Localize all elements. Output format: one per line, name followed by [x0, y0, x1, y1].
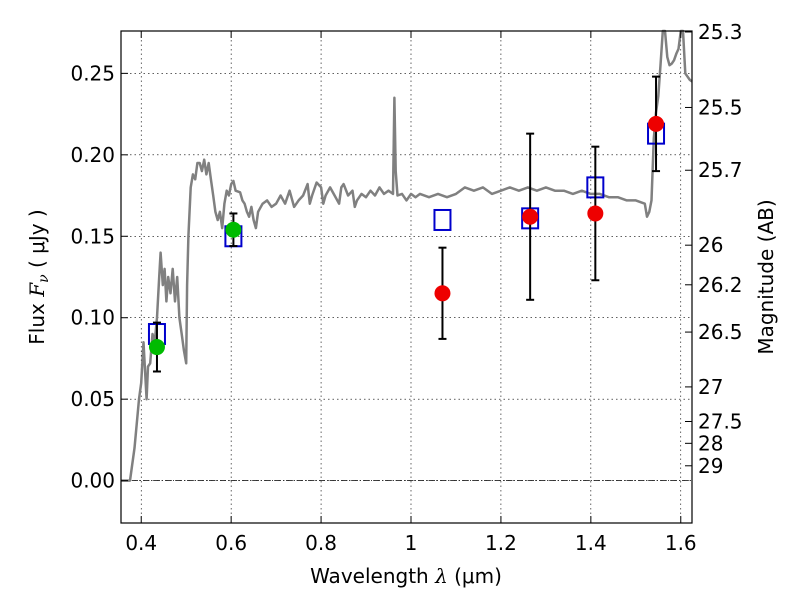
model-flux-box: [433, 208, 452, 231]
right-axis-tick-label: 25.5: [698, 95, 743, 119]
right-axis-tick-label: 26.2: [698, 273, 743, 297]
data-point: [225, 221, 242, 238]
x-axis-title: Wavelength λ (μm): [310, 564, 502, 588]
y-tick-label: 0.25: [70, 61, 115, 85]
y-tick-label: 0.10: [70, 306, 115, 330]
y-tick-label: 0.05: [70, 387, 115, 411]
data-point: [522, 208, 539, 225]
x-tick-label: 0.6: [215, 531, 247, 555]
y-tick-label: 0.20: [70, 143, 115, 167]
x-tick-label: 1.6: [665, 531, 697, 555]
right-axis-tick-label: 26.5: [698, 320, 743, 344]
data-point: [648, 115, 665, 132]
x-axis-ticks: 0.4 0.6 0.8 1 1.2 1.4 1.6: [125, 31, 697, 555]
x-tick-label: 1: [405, 531, 418, 555]
x-tick-label: 1.4: [575, 531, 607, 555]
right-axis-tick-label: 26: [698, 233, 723, 257]
y-axis-ticks: 0.00 0.05 0.10 0.15 0.20 0.25: [70, 61, 128, 493]
template-spectrum-line: [121, 29, 693, 482]
y-axis-title: Flux Fν ( μJy ): [25, 209, 52, 344]
right-axis-tick-label: 29: [698, 454, 723, 478]
x-tick-label: 0.8: [305, 531, 337, 555]
right-axis-tick-label: 25.3: [698, 20, 743, 44]
template-spectrum-layer: [121, 29, 693, 482]
right-axis-tick-label: 27.5: [698, 409, 743, 433]
data-point: [434, 285, 451, 302]
model-box-layer: [147, 122, 666, 346]
data-point: [587, 205, 604, 222]
grid-layer: [121, 31, 692, 523]
y-tick-label: 0.00: [70, 469, 115, 493]
x-tick-label: 1.2: [485, 531, 517, 555]
data-point: [148, 339, 165, 356]
x-tick-label: 0.4: [125, 531, 157, 555]
right-axis-title: Magnitude (AB): [754, 199, 778, 354]
right-axis-tick-label: 27: [698, 375, 723, 399]
right-axis-tick-label: 25.7: [698, 158, 743, 182]
right-axis-tick-label: 28: [698, 431, 723, 455]
y-tick-label: 0.15: [70, 224, 115, 248]
plot-frame: [120, 30, 693, 524]
point-layer: [148, 115, 665, 356]
